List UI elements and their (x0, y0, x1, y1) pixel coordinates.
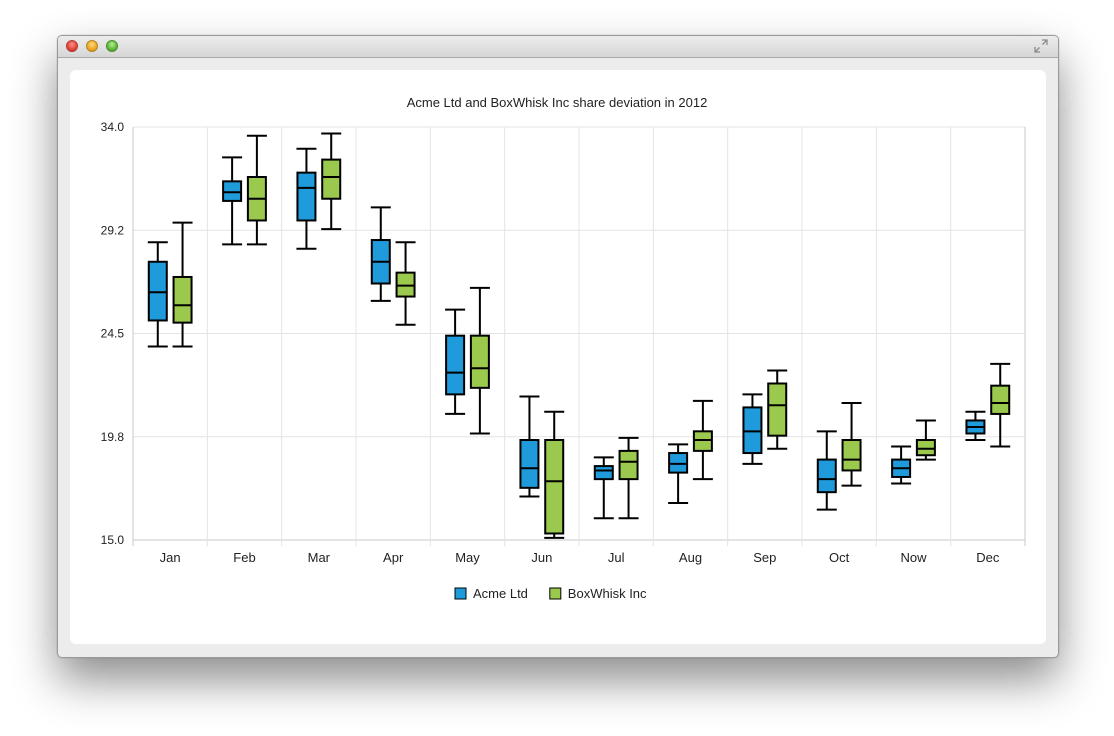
box-plot-chart: Acme Ltd and BoxWhisk Inc share deviatio… (101, 95, 1026, 601)
box-series (147, 132, 1011, 539)
x-tick-label: Sep (753, 550, 776, 565)
chart-title: Acme Ltd and BoxWhisk Inc share deviatio… (407, 95, 708, 110)
legend-label: Acme Ltd (473, 586, 528, 601)
y-tick-label: 15.0 (101, 533, 125, 547)
legend: Acme Ltd BoxWhisk Inc (454, 586, 647, 601)
y-tick-label: 29.2 (101, 223, 125, 237)
x-tick-label: Apr (383, 550, 404, 565)
box-boxwhisk (544, 410, 565, 539)
box-boxwhisk (618, 436, 639, 520)
zoom-icon[interactable] (106, 40, 118, 52)
x-tick-label: Jan (160, 550, 181, 565)
box-body (469, 334, 490, 389)
x-tick-label: Aug (679, 550, 702, 565)
box-acme (742, 393, 763, 465)
box-boxwhisk (246, 134, 267, 246)
box-acme (519, 395, 540, 498)
box-body (618, 449, 639, 481)
box-boxwhisk (915, 419, 936, 461)
x-tick-label: Now (900, 550, 927, 565)
box-acme (891, 445, 912, 485)
box-body (147, 260, 168, 322)
close-icon[interactable] (66, 40, 78, 52)
fullscreen-icon[interactable] (1034, 39, 1048, 53)
box-boxwhisk (321, 132, 342, 231)
box-body (445, 334, 466, 396)
x-tick-label: Oct (829, 550, 850, 565)
box-acme (445, 308, 466, 415)
y-tick-label: 34.0 (101, 120, 125, 134)
axes: 34.0 29.2 24.5 19.8 15.0 Jan Feb Mar Apr May Jun Ju… (101, 120, 1000, 565)
box-acme (593, 456, 614, 520)
x-tick-label: Jun (531, 550, 552, 565)
minimize-icon[interactable] (86, 40, 98, 52)
box-boxwhisk (990, 362, 1011, 448)
grid-lines (132, 126, 1026, 546)
box-boxwhisk (841, 402, 862, 487)
box-boxwhisk (172, 221, 193, 348)
box-body (544, 439, 565, 535)
box-acme (816, 430, 837, 511)
x-tick-label: May (455, 550, 480, 565)
box-body (222, 180, 243, 202)
box-body (990, 384, 1011, 415)
legend-swatch (454, 587, 467, 600)
legend-label: BoxWhisk Inc (568, 586, 647, 601)
x-tick-label: Dec (976, 550, 1000, 565)
box-boxwhisk (395, 241, 416, 326)
title-bar (58, 36, 1058, 58)
app-window: Acme Ltd and BoxWhisk Inc share deviatio… (57, 35, 1059, 658)
box-body (692, 430, 713, 452)
box-body (593, 465, 614, 481)
box-boxwhisk (469, 286, 490, 435)
box-body (742, 406, 763, 455)
box-acme (222, 156, 243, 246)
box-acme (965, 410, 986, 442)
box-body (915, 439, 936, 457)
x-tick-label: Mar (308, 550, 331, 565)
x-tick-label: Feb (233, 550, 255, 565)
box-boxwhisk (692, 399, 713, 481)
box-body (767, 382, 788, 437)
box-body (841, 439, 862, 472)
box-body (395, 271, 416, 298)
box-acme (147, 241, 168, 348)
box-acme (296, 147, 317, 250)
box-acme (370, 206, 391, 302)
box-body (668, 452, 689, 474)
box-body (519, 439, 540, 489)
x-tick-label: Jul (608, 550, 625, 565)
box-body (296, 171, 317, 222)
chart-panel: Acme Ltd and BoxWhisk Inc share deviatio… (70, 70, 1046, 644)
legend-swatch (549, 587, 562, 600)
legend-item-boxwhisk: BoxWhisk Inc (549, 586, 647, 601)
box-body (172, 275, 193, 324)
y-tick-label: 19.8 (101, 430, 125, 444)
box-body (816, 458, 837, 494)
box-boxwhisk (767, 369, 788, 450)
box-body (321, 158, 342, 200)
y-tick-label: 24.5 (101, 327, 125, 341)
box-acme (668, 443, 689, 505)
legend-item-acme: Acme Ltd (454, 586, 528, 601)
